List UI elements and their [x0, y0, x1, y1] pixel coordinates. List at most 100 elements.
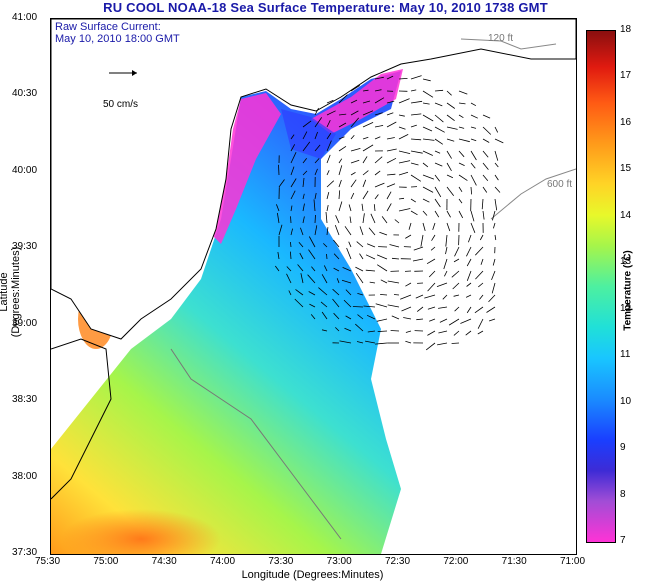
current-vector: [458, 90, 468, 95]
current-vector: [398, 150, 411, 154]
current-vector: [478, 282, 484, 288]
current-vector: [413, 246, 424, 251]
current-vector: [321, 274, 328, 284]
colorbar-tick-label: 7: [620, 535, 626, 546]
sst-map[interactable]: Raw Surface Current: May 10, 2010 18:00 …: [50, 18, 577, 555]
current-vector: [434, 89, 444, 92]
current-vector: [405, 282, 412, 287]
isobath-shelf: [170, 348, 342, 540]
current-vector: [422, 222, 426, 232]
current-vector: [290, 241, 292, 248]
current-vector: [470, 174, 477, 186]
current-vector: [338, 94, 348, 104]
current-vector: [434, 162, 443, 167]
current-vector: [470, 102, 477, 107]
current-vector: [277, 212, 280, 224]
current-vector: [387, 304, 400, 308]
current-vector: [408, 222, 412, 230]
current-vector: [362, 170, 369, 176]
current-vector: [474, 306, 484, 314]
scale-arrowhead: [132, 70, 137, 76]
current-vector: [386, 191, 392, 200]
current-vector: [314, 144, 321, 152]
current-vector: [367, 330, 376, 333]
current-vector: [348, 204, 352, 212]
current-vector: [350, 192, 355, 200]
isobath-120ft: [460, 38, 557, 50]
current-vector: [361, 203, 364, 212]
current-vector: [373, 204, 376, 212]
coastline-delmarva: [51, 338, 112, 500]
current-vector: [333, 267, 340, 272]
y-tick-label: 38:00: [12, 470, 38, 482]
current-vector: [323, 243, 328, 248]
current-vector: [308, 291, 316, 296]
current-vector: [321, 329, 328, 332]
current-vector: [314, 117, 323, 128]
current-vector: [362, 100, 371, 104]
colorbar-tick-label: 8: [620, 488, 626, 500]
current-vector: [381, 216, 388, 224]
current-vector: [370, 213, 376, 224]
current-vector: [424, 294, 436, 299]
current-vector: [415, 294, 424, 299]
current-vector: [429, 318, 436, 322]
current-vector: [359, 253, 364, 260]
isobath-120-label: 120 ft: [488, 33, 514, 44]
current-vector: [466, 306, 472, 314]
current-vector: [335, 215, 340, 224]
current-vector: [362, 213, 365, 224]
current-vector: [286, 266, 292, 272]
current-vector: [350, 117, 360, 128]
current-vector: [374, 170, 381, 176]
current-vector: [391, 257, 400, 260]
y-axis-title: Latitude (Degrees:Minutes): [0, 246, 22, 338]
current-vector: [466, 282, 472, 287]
current-vector: [318, 287, 328, 296]
current-vector: [278, 179, 285, 188]
y-tick-label: 39:30: [12, 241, 38, 253]
current-vector: [386, 148, 397, 152]
current-vector: [434, 210, 440, 218]
current-vector: [475, 246, 484, 256]
current-vector: [458, 162, 465, 166]
current-vector: [338, 158, 343, 164]
current-vector: [458, 174, 468, 181]
current-vector: [398, 160, 411, 164]
current-vector: [446, 102, 456, 109]
current-vector: [394, 219, 400, 224]
current-vector: [494, 138, 504, 144]
current-vector: [314, 214, 316, 224]
current-vector: [345, 289, 352, 296]
y-tick-label: 38:30: [12, 394, 38, 406]
colorbar-tick-label: 18: [620, 24, 632, 35]
current-vector: [398, 98, 410, 104]
current-vector: [326, 99, 334, 104]
current-vector: [492, 210, 496, 221]
x-tick-label: 75:00: [93, 556, 119, 567]
current-vector: [334, 224, 340, 236]
current-vector: [346, 247, 352, 260]
current-vector: [468, 234, 472, 243]
current-vector: [386, 112, 394, 116]
current-vector: [442, 294, 448, 300]
current-vector: [341, 279, 352, 284]
current-vector: [488, 294, 496, 303]
current-vector: [314, 158, 320, 164]
current-vector: [437, 342, 448, 346]
current-vector: [446, 174, 454, 179]
current-vector: [398, 126, 406, 130]
cold-ny-bight: [311, 69, 403, 134]
current-vector: [302, 193, 305, 200]
current-vector: [434, 102, 443, 107]
current-vector: [451, 342, 460, 344]
current-vector: [482, 174, 489, 181]
current-vector: [444, 270, 448, 277]
current-vector: [290, 216, 292, 224]
current-vector: [466, 270, 472, 281]
current-vector: [314, 225, 318, 236]
current-vector: [356, 341, 364, 344]
current-vector: [458, 126, 465, 129]
current-vector: [482, 114, 491, 119]
current-vector: [290, 205, 293, 212]
